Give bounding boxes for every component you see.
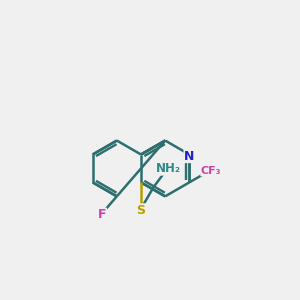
Text: F: F bbox=[98, 208, 106, 221]
Text: NH₂: NH₂ bbox=[156, 162, 181, 175]
Text: N: N bbox=[184, 149, 194, 163]
Text: S: S bbox=[136, 204, 146, 217]
Text: CF₃: CF₃ bbox=[201, 166, 221, 176]
